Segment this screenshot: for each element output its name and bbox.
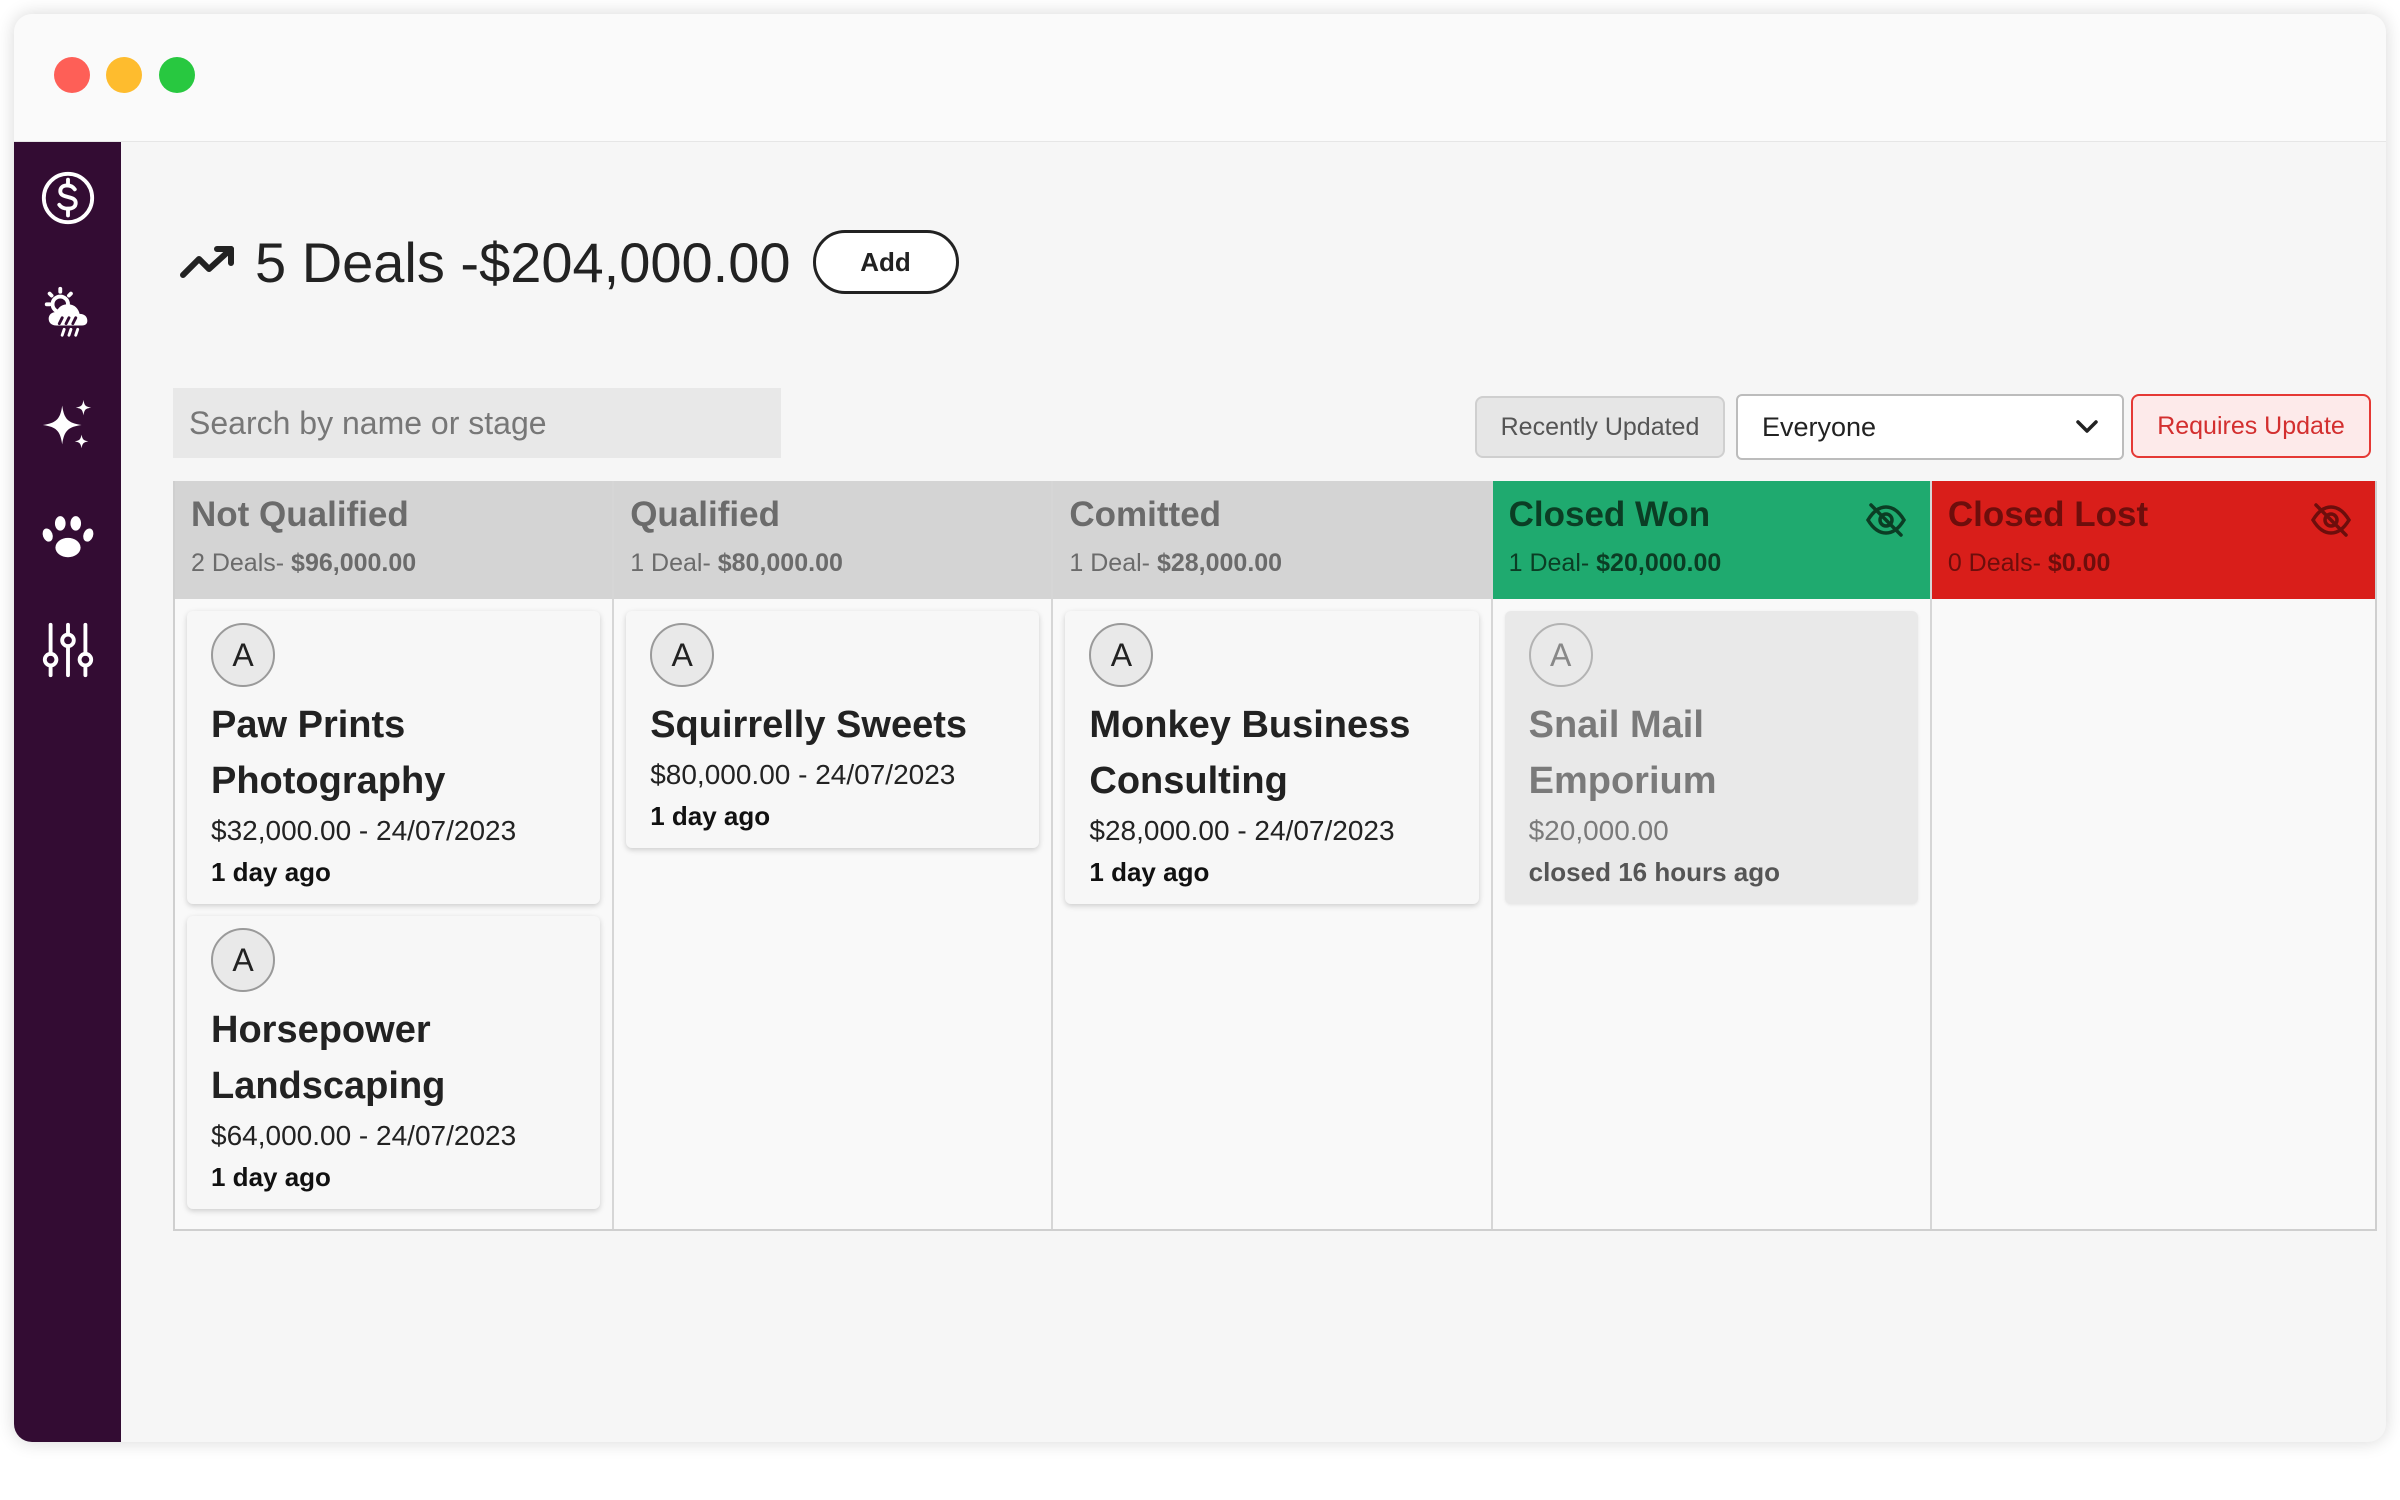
stage-column-qualified: Qualified 1 Deal- $80,000.00 A Squirrell… bbox=[614, 481, 1054, 1229]
deal-card[interactable]: A Snail Mail Emporium $20,000.00 closed … bbox=[1504, 611, 1918, 904]
owner-filter-value: Everyone bbox=[1762, 411, 1877, 442]
avatar: A bbox=[211, 928, 275, 992]
sidebar-item-settings[interactable] bbox=[38, 620, 98, 680]
stage-header: Not Qualified 2 Deals- $96,000.00 bbox=[175, 481, 613, 599]
avatar: A bbox=[1089, 623, 1154, 687]
stage-header: Qualified 1 Deal- $80,000.00 bbox=[614, 481, 1052, 599]
sidebar bbox=[14, 142, 121, 1442]
close-window-button[interactable] bbox=[54, 57, 90, 93]
deal-name: Snail Mail Emporium bbox=[1528, 704, 1717, 802]
deal-card[interactable]: A Squirrelly Sweets $80,000.00 - 24/07/2… bbox=[626, 611, 1040, 848]
stage-total: $0.00 bbox=[2047, 549, 2111, 577]
page-header: 5 Deals -$204,000.00 Add bbox=[179, 228, 959, 296]
title-bar bbox=[14, 14, 2386, 142]
stage-column-closed-won: Closed Won 1 Deal- $20,000.00 A Snail Ma… bbox=[1492, 481, 1932, 1229]
sidebar-item-forecast[interactable] bbox=[38, 282, 98, 342]
deal-amount-date: $64,000.00 - 24/07/2023 bbox=[211, 1120, 517, 1151]
deal-name: Monkey Business Consulting bbox=[1089, 704, 1411, 802]
stage-summary: 1 Deal- $80,000.00 bbox=[630, 549, 1035, 578]
deals-board: Not Qualified 2 Deals- $96,000.00 A Paw … bbox=[173, 481, 2377, 1231]
stage-column-not-qualified: Not Qualified 2 Deals- $96,000.00 A Paw … bbox=[175, 481, 615, 1229]
stage-deal-count: 0 Deals- bbox=[1947, 549, 2041, 577]
maximize-window-button[interactable] bbox=[159, 57, 195, 93]
stage-header: Comitted 1 Deal- $28,000.00 bbox=[1053, 481, 1491, 599]
stage-title: Closed Won bbox=[1508, 495, 1711, 534]
recently-updated-button[interactable]: Recently Updated bbox=[1475, 396, 1725, 458]
search-input[interactable] bbox=[173, 388, 781, 458]
sidebar-item-insights[interactable] bbox=[38, 395, 98, 455]
trending-up-icon bbox=[180, 246, 234, 278]
stage-title: Not Qualified bbox=[191, 495, 409, 534]
eye-off-icon[interactable] bbox=[2309, 501, 2353, 539]
main-content: 5 Deals -$204,000.00 Add Recently Update… bbox=[121, 142, 2386, 1442]
stage-total: $20,000.00 bbox=[1596, 549, 1722, 577]
stage-deal-count: 2 Deals- bbox=[191, 549, 285, 577]
avatar: A bbox=[1528, 623, 1593, 687]
deal-name: Horsepower Landscaping bbox=[211, 1009, 446, 1107]
stage-header: Closed Lost 0 Deals- $0.00 bbox=[1931, 481, 2375, 599]
stage-summary: 1 Deal- $28,000.00 bbox=[1069, 549, 1474, 578]
stage-deal-count: 1 Deal- bbox=[630, 549, 711, 577]
page-title: 5 Deals -$204,000.00 bbox=[255, 230, 791, 294]
stage-total: $96,000.00 bbox=[291, 549, 417, 577]
deal-card[interactable]: A Horsepower Landscaping $64,000.00 - 24… bbox=[187, 916, 601, 1209]
deal-age: closed 16 hours ago bbox=[1528, 857, 1781, 887]
stage-column-comitted: Comitted 1 Deal- $28,000.00 A Monkey Bus… bbox=[1053, 481, 1493, 1229]
sparkles-icon bbox=[42, 399, 92, 449]
deal-amount-date: $28,000.00 - 24/07/2023 bbox=[1089, 815, 1395, 846]
stage-total: $28,000.00 bbox=[1156, 549, 1283, 577]
deal-amount-date: $80,000.00 - 24/07/2023 bbox=[650, 759, 956, 790]
avatar: A bbox=[211, 623, 275, 687]
stage-total: $80,000.00 bbox=[717, 549, 843, 577]
sliders-icon bbox=[42, 622, 94, 678]
owner-filter-select[interactable]: Everyone bbox=[1736, 394, 2124, 460]
requires-update-button[interactable]: Requires Update bbox=[2131, 394, 2371, 458]
deal-age: 1 day ago bbox=[650, 801, 771, 831]
app-window: 5 Deals -$204,000.00 Add Recently Update… bbox=[14, 14, 2386, 1442]
deal-name: Paw Prints Photography bbox=[211, 704, 446, 802]
stage-summary: 2 Deals- $96,000.00 bbox=[191, 549, 596, 578]
eye-off-icon[interactable] bbox=[1864, 501, 1908, 539]
deal-name: Squirrelly Sweets bbox=[650, 704, 968, 746]
avatar: A bbox=[650, 623, 715, 687]
stage-title: Qualified bbox=[630, 495, 780, 534]
deal-amount: $20,000.00 bbox=[1528, 815, 1669, 846]
sidebar-item-pets[interactable] bbox=[38, 506, 98, 566]
deal-age: 1 day ago bbox=[211, 857, 331, 887]
paw-icon bbox=[42, 516, 94, 558]
deal-card[interactable]: A Monkey Business Consulting $28,000.00 … bbox=[1065, 611, 1479, 904]
stage-title: Closed Lost bbox=[1947, 495, 2149, 534]
stage-summary: 0 Deals- $0.00 bbox=[1948, 549, 2359, 578]
sidebar-item-deals[interactable] bbox=[38, 168, 98, 228]
stage-header: Closed Won 1 Deal- $20,000.00 bbox=[1492, 481, 1930, 599]
stage-summary: 1 Deal- $20,000.00 bbox=[1509, 549, 1914, 578]
deal-card[interactable]: A Paw Prints Photography $32,000.00 - 24… bbox=[187, 611, 601, 904]
stage-column-closed-lost: Closed Lost 0 Deals- $0.00 bbox=[1931, 481, 2375, 1229]
stage-title: Comitted bbox=[1069, 495, 1222, 534]
deal-age: 1 day ago bbox=[1089, 857, 1210, 887]
stage-deal-count: 1 Deal- bbox=[1508, 549, 1590, 577]
deal-amount-date: $32,000.00 - 24/07/2023 bbox=[211, 815, 517, 846]
add-deal-button[interactable]: Add bbox=[812, 230, 959, 294]
stage-deal-count: 1 Deal- bbox=[1069, 549, 1150, 577]
dollar-circle-icon bbox=[41, 171, 95, 225]
minimize-window-button[interactable] bbox=[106, 57, 142, 93]
chevron-down-icon bbox=[2076, 420, 2098, 433]
weather-storm-icon bbox=[44, 286, 88, 337]
deal-age: 1 day ago bbox=[211, 1162, 331, 1192]
